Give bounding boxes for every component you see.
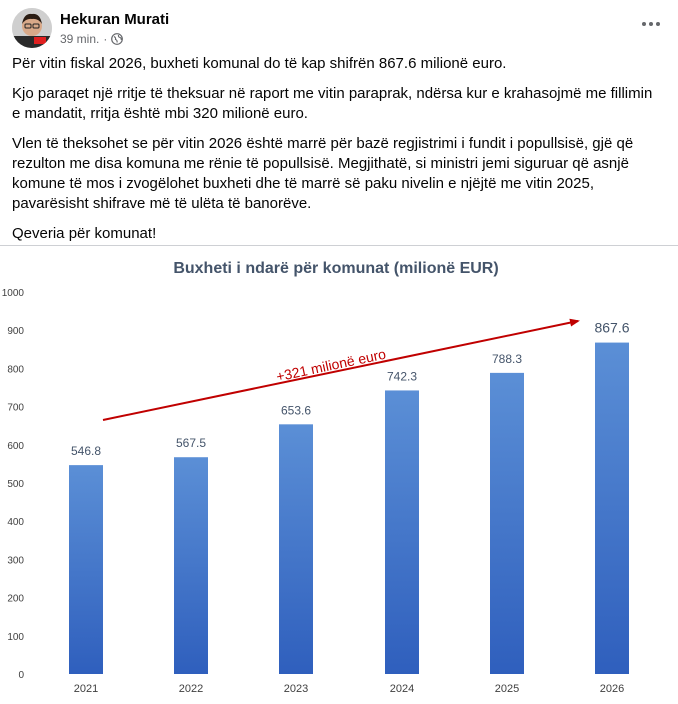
bar-value-label: 742.3: [387, 369, 417, 383]
bar-2023: [279, 424, 313, 674]
x-tick-label: 2023: [284, 683, 308, 695]
globe-icon: [111, 33, 124, 45]
post-paragraph: Kjo paraqet një rritje të theksuar në ra…: [12, 85, 653, 122]
bar-value-label: 788.3: [492, 352, 522, 366]
bar-2022: [174, 457, 208, 674]
x-tick-label: 2025: [495, 683, 519, 695]
post-image-chart[interactable]: Buxheti i ndarë për komunat (milionë EUR…: [0, 246, 678, 704]
post-header: Hekuran Murati 39 min. ·: [12, 8, 666, 48]
y-tick-label: 800: [7, 364, 24, 375]
y-tick-label: 600: [7, 441, 24, 452]
y-tick-label: 0: [18, 670, 24, 681]
avatar-image: [12, 8, 52, 48]
post-paragraph: Qeveria për komunat!: [12, 225, 157, 242]
bar-value-label: 867.6: [594, 320, 629, 336]
post-paragraph: Për vitin fiskal 2026, buxheti komunal d…: [12, 55, 507, 72]
divider: [0, 245, 678, 246]
x-tick-label: 2024: [390, 683, 414, 695]
x-axis: 2021 2022 2023 2024 2025 2026: [74, 683, 624, 695]
avatar[interactable]: [12, 8, 52, 48]
post-meta: 39 min. ·: [60, 32, 124, 46]
y-tick-label: 700: [7, 403, 24, 414]
bar-value-label: 653.6: [281, 403, 311, 417]
bar-2024: [385, 390, 419, 674]
post-paragraph: Vlen të theksohet se për vitin 2026 ësht…: [12, 135, 634, 212]
x-tick-label: 2026: [600, 683, 624, 695]
x-tick-label: 2022: [179, 683, 203, 695]
y-tick-label: 100: [7, 632, 24, 643]
chart-title: Buxheti i ndarë për komunat (milionë EUR…: [173, 260, 498, 277]
bar-2026: [595, 342, 629, 674]
bar-2021: [69, 465, 103, 674]
more-options-icon[interactable]: [638, 14, 664, 34]
y-tick-label: 1000: [2, 288, 25, 299]
y-tick-label: 900: [7, 326, 24, 337]
post-time[interactable]: 39 min.: [60, 32, 100, 46]
y-tick-label: 300: [7, 555, 24, 566]
bars: 546.8 567.5 653.6 742.3 788.3 867.6: [69, 320, 630, 674]
y-tick-label: 200: [7, 594, 24, 605]
bar-value-label: 567.5: [176, 436, 206, 450]
bar-value-label: 546.8: [71, 444, 101, 458]
bar-chart: Buxheti i ndarë për komunat (milionë EUR…: [2, 260, 630, 695]
growth-arrow: [102, 318, 580, 421]
post-text: Për vitin fiskal 2026, buxheti komunal d…: [12, 54, 662, 254]
author-name[interactable]: Hekuran Murati: [60, 11, 170, 28]
x-tick-label: 2021: [74, 683, 98, 695]
y-tick-label: 400: [7, 517, 24, 528]
y-tick-label: 500: [7, 479, 24, 490]
bar-2025: [490, 372, 524, 674]
meta-separator: ·: [103, 32, 108, 46]
y-axis: 0 100 200 300 400 500 600 700 800 900 1000: [2, 288, 25, 681]
